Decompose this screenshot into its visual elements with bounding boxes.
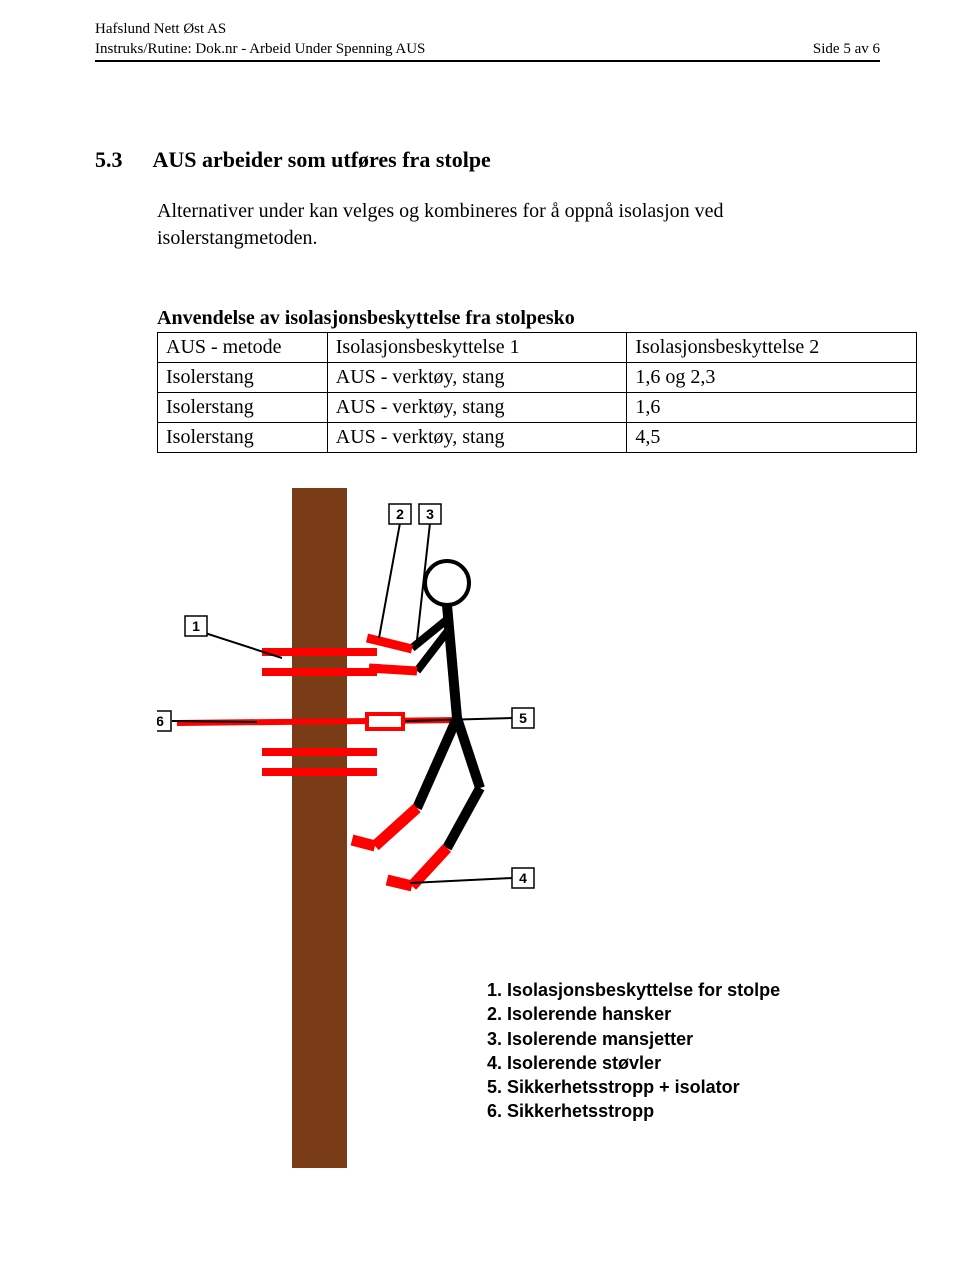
table-title: Anvendelse av isolasjonsbeskyttelse fra … bbox=[157, 307, 880, 330]
callout-box-icon: 2 bbox=[389, 504, 411, 524]
glove-icon bbox=[367, 638, 412, 649]
leader-line-icon bbox=[205, 633, 282, 658]
table-cell: AUS - verktøy, stang bbox=[327, 393, 627, 423]
svg-text:1: 1 bbox=[192, 618, 200, 634]
callout-box-icon: 6 bbox=[157, 711, 171, 731]
diagram: 1 2 3 4 5 6 1. Isolas bbox=[157, 488, 857, 1168]
table-header-cell: AUS - metode bbox=[158, 333, 328, 363]
red-bar-icon bbox=[262, 768, 377, 776]
pole-icon bbox=[292, 488, 347, 1168]
legend-item: 5. Sikkerhetsstropp + isolator bbox=[487, 1075, 780, 1099]
table-cell: AUS - verktøy, stang bbox=[327, 423, 627, 453]
legend-item: 1. Isolasjonsbeskyttelse for stolpe bbox=[487, 978, 780, 1002]
red-bar-icon bbox=[262, 748, 377, 756]
table-row: Isolerstang AUS - verktøy, stang 1,6 og … bbox=[158, 363, 917, 393]
table-header-cell: Isolasjonsbeskyttelse 2 bbox=[627, 333, 917, 363]
red-bar-icon bbox=[262, 648, 377, 656]
table-header-cell: Isolasjonsbeskyttelse 1 bbox=[327, 333, 627, 363]
table-cell: 1,6 bbox=[627, 393, 917, 423]
legend-item: 4. Isolerende støvler bbox=[487, 1051, 780, 1075]
table-cell: 1,6 og 2,3 bbox=[627, 363, 917, 393]
svg-text:4: 4 bbox=[519, 870, 527, 886]
leader-line-icon bbox=[172, 721, 257, 722]
svg-text:3: 3 bbox=[426, 506, 434, 522]
worker-leg-icon bbox=[417, 718, 457, 808]
section-title: AUS arbeider som utføres fra stolpe bbox=[153, 147, 491, 173]
worker-leg-icon bbox=[447, 788, 480, 848]
intro-paragraph: Alternativer under kan velges og kombine… bbox=[157, 198, 880, 252]
header-docline: Instruks/Rutine: Dok.nr - Arbeid Under S… bbox=[95, 40, 425, 60]
boot-icon bbox=[375, 808, 417, 846]
worker-leg-icon bbox=[457, 718, 480, 788]
diagram-legend: 1. Isolasjonsbeskyttelse for stolpe 2. I… bbox=[487, 978, 780, 1124]
callout-box-icon: 1 bbox=[185, 616, 207, 636]
boot-icon bbox=[352, 840, 375, 846]
isolator-icon bbox=[367, 714, 403, 729]
callout-box-icon: 4 bbox=[512, 868, 534, 888]
svg-text:5: 5 bbox=[519, 710, 527, 726]
header-pageinfo: Side 5 av 6 bbox=[813, 40, 880, 60]
table-cell: 4,5 bbox=[627, 423, 917, 453]
legend-item: 6. Sikkerhetsstropp bbox=[487, 1099, 780, 1123]
legend-item: 3. Isolerende mansjetter bbox=[487, 1027, 780, 1051]
svg-text:2: 2 bbox=[396, 506, 404, 522]
table-cell: Isolerstang bbox=[158, 363, 328, 393]
table-cell: Isolerstang bbox=[158, 423, 328, 453]
red-bar-icon bbox=[262, 668, 377, 676]
leader-line-icon bbox=[379, 523, 400, 638]
svg-text:6: 6 bbox=[157, 713, 164, 729]
protection-table: AUS - metode Isolasjonsbeskyttelse 1 Iso… bbox=[157, 332, 917, 453]
header-company: Hafslund Nett Øst AS bbox=[95, 20, 880, 40]
table-row: AUS - metode Isolasjonsbeskyttelse 1 Iso… bbox=[158, 333, 917, 363]
table-cell: AUS - verktøy, stang bbox=[327, 363, 627, 393]
worker-head-icon bbox=[425, 561, 469, 605]
section-heading: 5.3 AUS arbeider som utføres fra stolpe bbox=[95, 147, 880, 173]
table-row: Isolerstang AUS - verktøy, stang 1,6 bbox=[158, 393, 917, 423]
table-cell: Isolerstang bbox=[158, 393, 328, 423]
section-number: 5.3 bbox=[95, 147, 123, 173]
boot-icon bbox=[412, 848, 447, 886]
glove-icon bbox=[369, 668, 417, 671]
page-header: Hafslund Nett Øst AS Instruks/Rutine: Do… bbox=[95, 20, 880, 62]
boot-icon bbox=[387, 880, 412, 886]
legend-item: 2. Isolerende hansker bbox=[487, 1002, 780, 1026]
callout-box-icon: 3 bbox=[419, 504, 441, 524]
leader-line-icon bbox=[417, 523, 430, 640]
table-row: Isolerstang AUS - verktøy, stang 4,5 bbox=[158, 423, 917, 453]
callout-box-icon: 5 bbox=[512, 708, 534, 728]
